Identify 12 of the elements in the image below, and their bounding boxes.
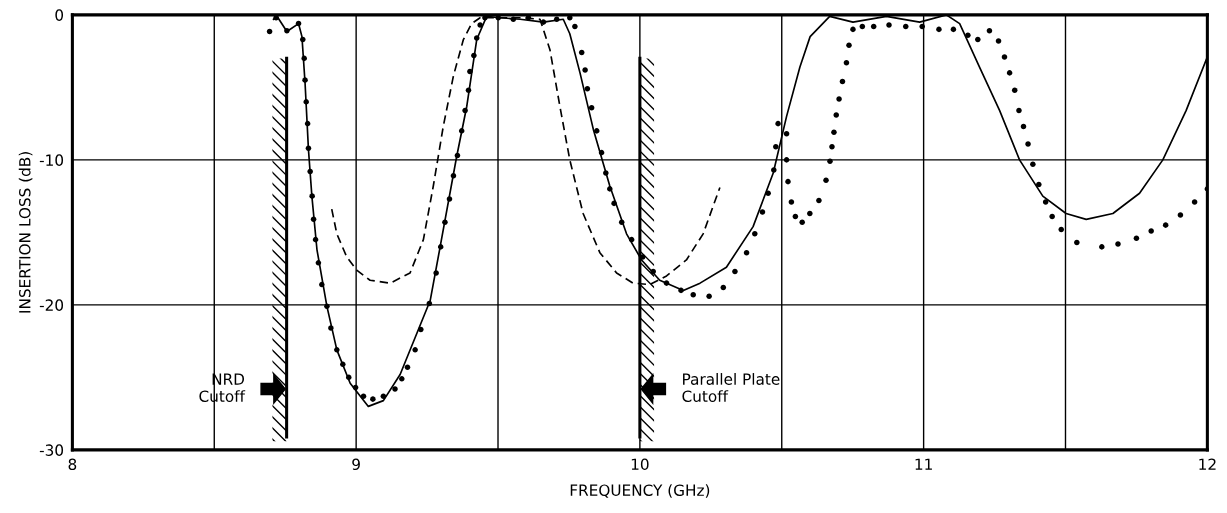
x-axis-title: FREQUENCY (GHz)	[570, 484, 710, 498]
y-tick-label: -10	[39, 154, 64, 166]
ref-line-label: Parallel Plate Cutoff	[682, 373, 780, 402]
x-tick-label: 8	[68, 458, 77, 471]
x-tick-label: 12	[1199, 458, 1216, 470]
y-tick-label: 0	[55, 9, 64, 21]
x-tick-label: 10	[631, 458, 649, 471]
y-tick-label: -20	[39, 299, 64, 311]
x-tick-label: 9	[352, 458, 360, 471]
y-axis-title: INSERTION LOSS (dB)	[18, 152, 33, 313]
y-tick-label: -30	[39, 444, 64, 456]
x-tick-label: 11	[915, 458, 932, 470]
